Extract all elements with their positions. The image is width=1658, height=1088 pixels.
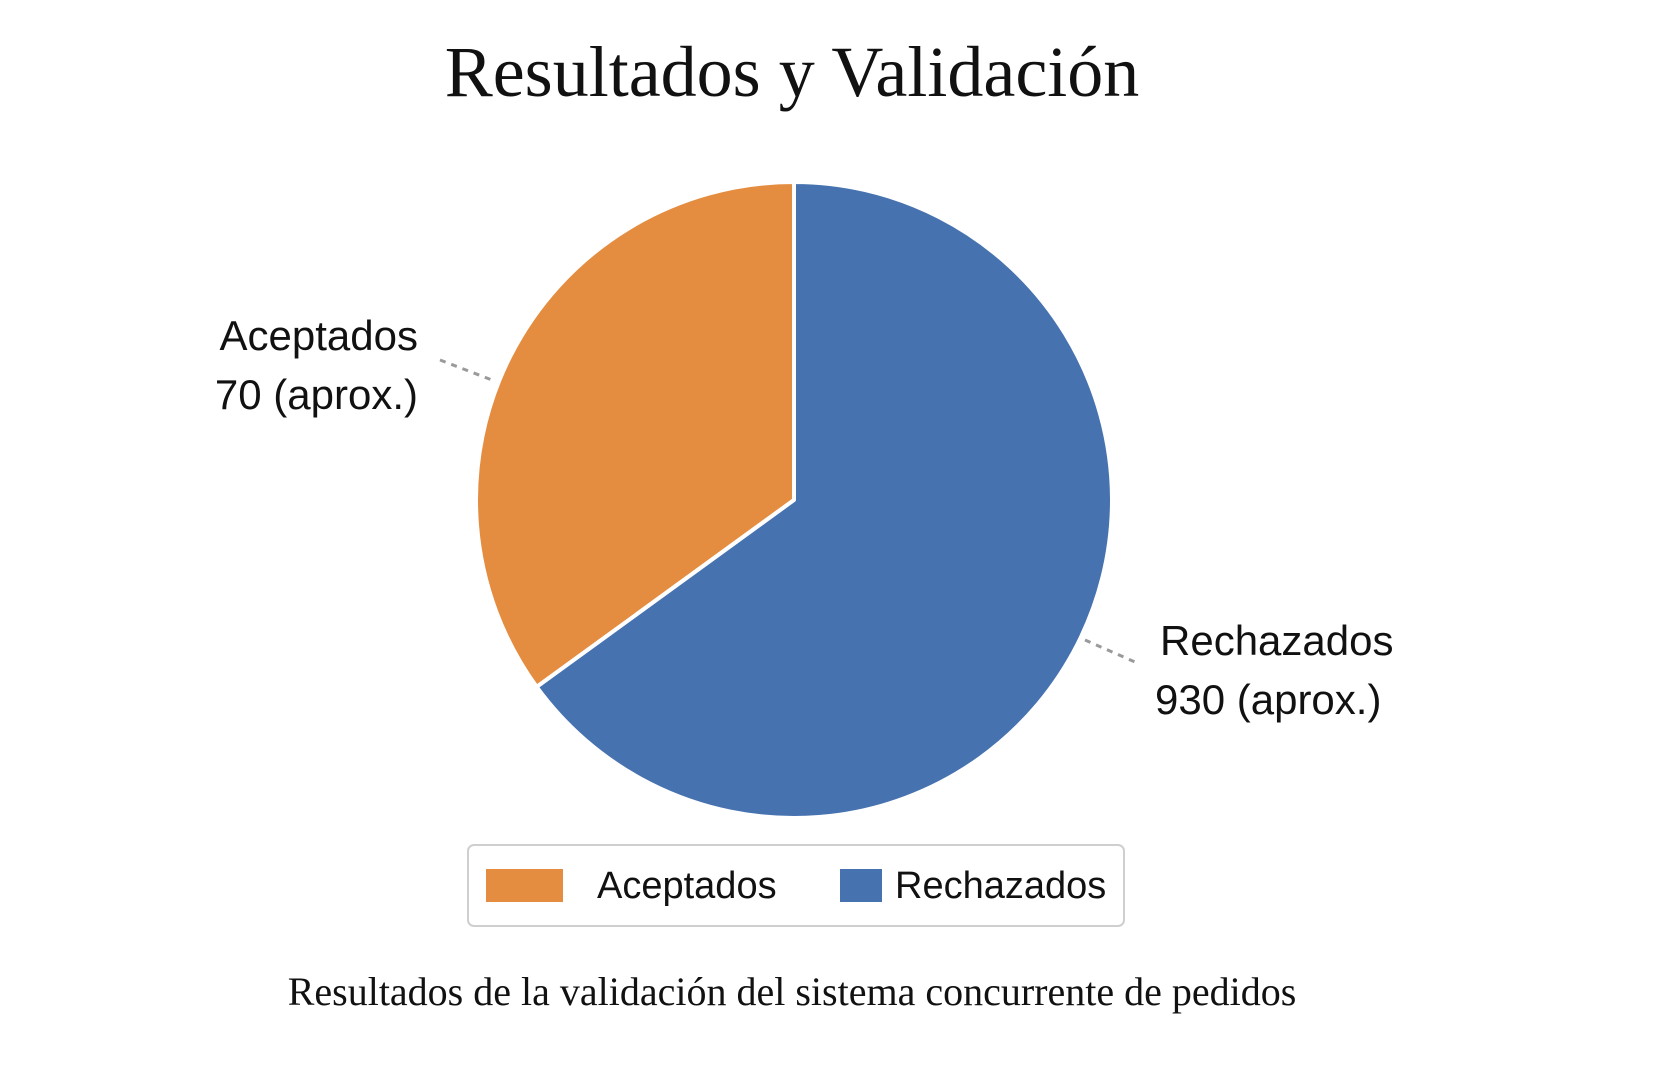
- leader-line-rechazados: [1084, 638, 1136, 664]
- chart-caption: Resultados de la validación del sistema …: [288, 969, 1297, 1014]
- slice-label-rechazados-value: 930 (aprox.): [1155, 676, 1381, 723]
- slice-label-aceptados-value: 70 (aprox.): [215, 371, 418, 418]
- legend-box: [467, 844, 1125, 927]
- slice-label-aceptados-name: Aceptados: [220, 312, 418, 359]
- chart-title: Resultados y Validación: [445, 32, 1140, 112]
- legend: Aceptados Rechazados: [467, 844, 1125, 927]
- pie-slice-rechazados: [534, 180, 1114, 820]
- pie-slice-aceptados: [474, 180, 796, 689]
- legend-swatch-aceptados: [486, 869, 563, 902]
- legend-label-rechazados: Rechazados: [895, 865, 1106, 907]
- leader-line-aceptados: [439, 358, 493, 382]
- legend-swatch-rechazados: [840, 869, 882, 902]
- legend-label-aceptados: Aceptados: [597, 865, 777, 907]
- pie-slices: [474, 180, 1114, 820]
- slice-label-rechazados-name: Rechazados: [1160, 617, 1393, 664]
